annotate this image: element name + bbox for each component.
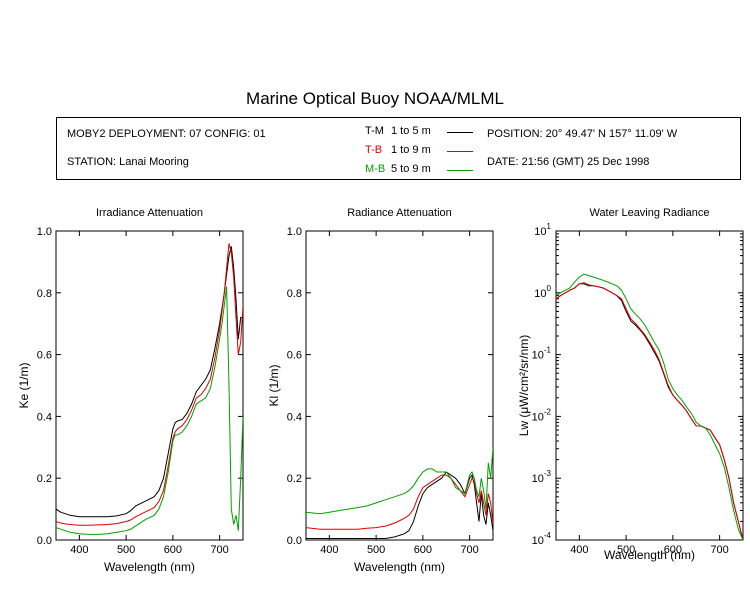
y-tick-label: 0.6 <box>287 350 302 362</box>
legend-range-mb: 5 to 9 m <box>391 163 431 175</box>
chart-3: Water Leaving Radiance 400 500 600 700 10-4 10… <box>517 207 744 562</box>
deployment-text: MOBY2 DEPLOYMENT: 07 CONFIG: 01 <box>67 128 266 140</box>
chart-2: Radiance Attenuation 400 500 600 700 0.0 0.2 0.… <box>267 207 494 574</box>
x-tick-label: 700 <box>210 544 228 556</box>
info-box: MOBY2 DEPLOYMENT: 07 CONFIG: 01 STATION:… <box>56 117 741 180</box>
y-tick-label: 101 <box>534 222 551 238</box>
x-tick-label: 600 <box>164 544 182 556</box>
x-axis-label: Wavelength (nm) <box>604 548 695 562</box>
series-line-t-b <box>306 474 493 530</box>
chart-title: Irradiance Attenuation <box>96 207 203 219</box>
chart-1: Irradiance Attenuation 400 500 600 700 0.0 0.2… <box>17 207 244 574</box>
chart-title: Radiance Attenuation <box>347 207 452 219</box>
series-line-t-m <box>306 471 493 539</box>
series-line-m-b <box>56 286 243 535</box>
position-text: POSITION: 20° 49.47' N 157° 11.09' W <box>487 128 678 140</box>
chart-title: Water Leaving Radiance <box>589 207 709 219</box>
y-tick-label: 10-2 <box>532 407 552 423</box>
y-axis-label: Ke (1/m) <box>17 362 31 408</box>
series-line-m-b <box>556 273 743 540</box>
legend-code-mb: M-B <box>365 163 386 175</box>
y-axis-label: Kl (1/m) <box>267 364 281 406</box>
x-tick-label: 600 <box>664 544 682 556</box>
legend-swatch-tm <box>447 132 473 133</box>
x-axis-label: Wavelength (nm) <box>104 560 195 574</box>
x-tick-label: 500 <box>117 544 135 556</box>
plot-frame <box>555 230 744 541</box>
y-tick-label: 0.0 <box>287 535 302 547</box>
plot-frame <box>305 230 494 541</box>
series-line-t-m <box>56 246 243 518</box>
legend-code-tm: T-M <box>365 125 384 137</box>
y-tick-label: 0.8 <box>37 288 52 300</box>
x-tick-label: 500 <box>367 544 385 556</box>
legend-swatch-mb <box>447 170 473 171</box>
x-tick-label: 600 <box>414 544 432 556</box>
x-tick-label: 400 <box>570 544 588 556</box>
x-tick-label: 500 <box>617 544 635 556</box>
y-tick-label: 0.6 <box>37 350 52 362</box>
y-tick-label: 0.2 <box>37 473 52 485</box>
y-tick-label: 100 <box>534 284 551 300</box>
y-tick-label: 10-3 <box>532 469 552 485</box>
series-line-t-b <box>556 282 743 540</box>
legend-swatch-tb <box>447 151 473 152</box>
x-tick-label: 700 <box>460 544 478 556</box>
y-axis-label: Lw (μW/cm²/sr/nm) <box>517 335 531 437</box>
y-tick-label: 0.2 <box>287 473 302 485</box>
y-tick-label: 0.4 <box>287 411 302 423</box>
y-tick-label: 0.8 <box>287 288 302 300</box>
station-text: STATION: Lanai Mooring <box>67 156 189 168</box>
y-tick-label: 10-1 <box>532 346 552 362</box>
plot-frame <box>55 230 244 541</box>
y-tick-label: 0.4 <box>37 411 52 423</box>
x-axis-label: Wavelength (nm) <box>354 560 445 574</box>
legend-range-tb: 1 to 9 m <box>391 144 431 156</box>
y-tick-label: 1.0 <box>287 226 302 238</box>
page-title: Marine Optical Buoy NOAA/MLML <box>246 89 504 108</box>
y-tick-label: 0.0 <box>37 535 52 547</box>
date-text: DATE: 21:56 (GMT) 25 Dec 1998 <box>487 156 650 168</box>
x-tick-label: 700 <box>710 544 728 556</box>
x-tick-label: 400 <box>70 544 88 556</box>
y-tick-label: 10-4 <box>532 531 552 547</box>
series-line-t-b <box>56 243 243 526</box>
series-line-t-m <box>556 283 743 540</box>
y-tick-label: 1.0 <box>37 226 52 238</box>
x-tick-label: 400 <box>320 544 338 556</box>
legend-range-tm: 1 to 5 m <box>391 125 431 137</box>
legend-code-tb: T-B <box>365 144 383 156</box>
series-line-m-b <box>306 447 493 515</box>
